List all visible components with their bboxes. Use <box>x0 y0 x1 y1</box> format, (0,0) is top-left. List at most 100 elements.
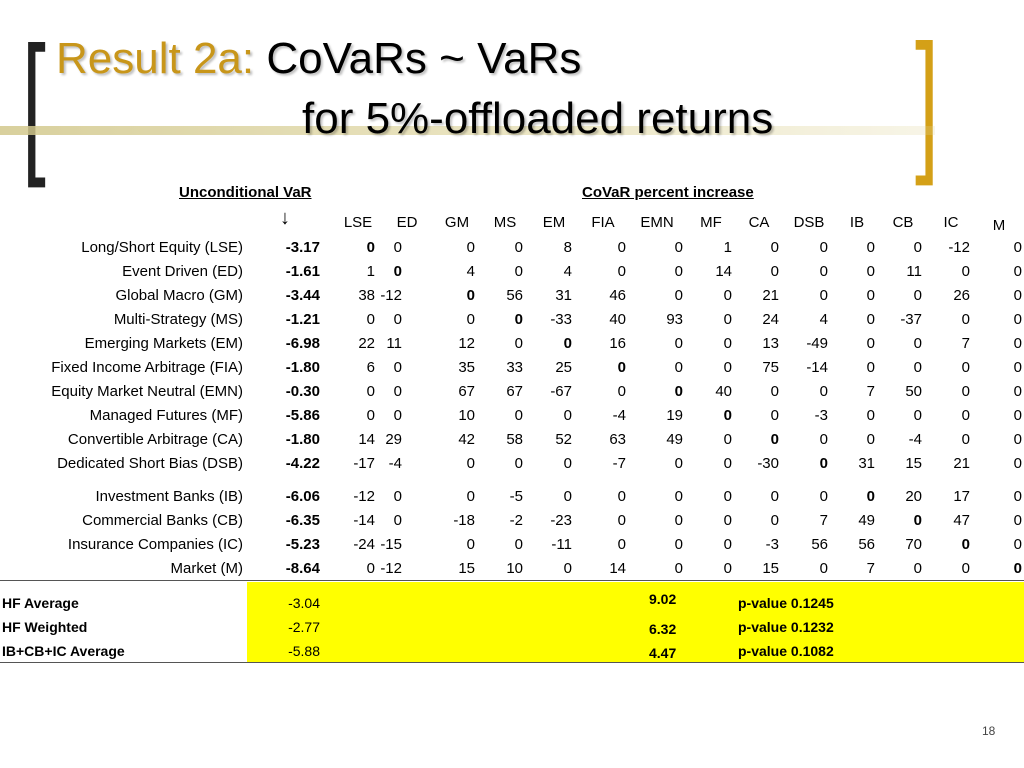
cell-fia: 46 <box>609 287 626 304</box>
average-p-value: p-value 0.1245 <box>738 595 834 611</box>
cell-m: 0 <box>1013 512 1022 529</box>
cell-em: 0 <box>563 335 572 352</box>
cell-ed: -12 <box>380 287 402 304</box>
cell-ic: 17 <box>953 488 970 505</box>
column-header-cb: CB <box>892 214 914 231</box>
slide-title-line1: Result 2a: CoVaRs ~ VaRs <box>56 34 581 84</box>
cell-lse: 0 <box>366 239 375 256</box>
average-percent-increase: 9.02 <box>649 591 677 607</box>
cell-emn: 0 <box>674 263 683 280</box>
left-bracket: [ <box>22 15 46 189</box>
cell-ca: 0 <box>770 239 779 256</box>
cell-mf: 0 <box>723 359 732 376</box>
cell-emn: 0 <box>674 383 683 400</box>
cell-emn: 0 <box>674 512 683 529</box>
unconditional-var-header: Unconditional VaR <box>179 184 312 201</box>
cell-gm: 0 <box>466 455 475 472</box>
average-row: IB+CB+IC Average -5.88 4.47 p-value 0.1082 <box>0 643 1024 665</box>
cell-emn: 0 <box>674 488 683 505</box>
cell-emn: 0 <box>674 560 683 577</box>
average-p-value: p-value 0.1232 <box>738 619 834 635</box>
cell-dsb: 0 <box>819 431 828 448</box>
cell-cb: 0 <box>913 335 922 352</box>
unconditional-var-value: -6.06 <box>285 488 320 505</box>
cell-mf: 0 <box>723 455 732 472</box>
table-row: Investment Banks (IB) -6.06 -12 0 0 -5 0 0 0 0 0 0 0… <box>0 488 1024 510</box>
average-percent-increase: 4.47 <box>649 645 677 661</box>
cell-cb: 70 <box>905 536 922 553</box>
cell-emn: 0 <box>674 335 683 352</box>
cell-dsb: 0 <box>819 263 828 280</box>
cell-ms: -5 <box>509 488 523 505</box>
cell-mf: 1 <box>723 239 732 256</box>
table-row: Commercial Banks (CB) -6.35 -14 0 -18 -2 -23 0 0… <box>0 512 1024 534</box>
row-label: Emerging Markets (EM) <box>84 335 243 352</box>
divider-bottom <box>0 662 1024 663</box>
cell-ca: 0 <box>770 512 779 529</box>
average-row: HF Weighted -2.77 6.32 p-value 0.1232 <box>0 619 1024 641</box>
cell-ms: 0 <box>514 311 523 328</box>
column-header-ed: ED <box>396 214 418 231</box>
cell-dsb: -49 <box>806 335 828 352</box>
table-row: Multi-Strategy (MS) -1.21 0 0 0 0 -33 40 93 0 24 4 0… <box>0 311 1024 333</box>
cell-emn: 93 <box>666 311 683 328</box>
average-var-value: -3.04 <box>288 595 320 611</box>
cell-ca: 24 <box>762 311 779 328</box>
unconditional-var-value: -6.35 <box>285 512 320 529</box>
cell-ed: 0 <box>393 239 402 256</box>
cell-lse: -17 <box>353 455 375 472</box>
row-label: Long/Short Equity (LSE) <box>81 239 243 256</box>
table-row: Market (M) -8.64 0 -12 15 10 0 14 0 0 15 0 7 0 0 0 <box>0 560 1024 582</box>
row-label: Market (M) <box>170 560 244 577</box>
cell-ic: 0 <box>961 431 970 448</box>
cell-ca: 15 <box>762 560 779 577</box>
title-underline-bar <box>0 126 935 135</box>
unconditional-var-value: -4.22 <box>285 455 320 472</box>
cell-cb: 20 <box>905 488 922 505</box>
table-row: Event Driven (ED) -1.61 1 0 4 0 4 0 0 14 0 0 0 11 0 0 <box>0 263 1024 285</box>
cell-fia: 40 <box>609 311 626 328</box>
cell-mf: 0 <box>723 431 732 448</box>
unconditional-var-value: -1.61 <box>285 263 320 280</box>
cell-em: 4 <box>563 263 572 280</box>
cell-ms: 0 <box>514 407 523 424</box>
down-arrow-icon: ↓ <box>280 207 290 229</box>
cell-cb: 0 <box>913 287 922 304</box>
cell-ed: 0 <box>393 383 402 400</box>
cell-lse: -14 <box>353 512 375 529</box>
cell-ed: 0 <box>393 512 402 529</box>
cell-ic: 7 <box>961 335 970 352</box>
right-bracket: ] <box>915 13 939 187</box>
column-header-fia: FIA <box>591 214 615 231</box>
cell-gm: 0 <box>466 488 475 505</box>
table-row: Fixed Income Arbitrage (FIA) -1.80 6 0 35 33 2… <box>0 359 1024 381</box>
cell-m: 0 <box>1013 287 1022 304</box>
cell-ed: 0 <box>393 311 402 328</box>
cell-cb: 0 <box>913 407 922 424</box>
column-header-mf: MF <box>700 214 722 231</box>
cell-m: 0 <box>1013 488 1022 505</box>
cell-emn: 0 <box>674 455 683 472</box>
cell-ca: 21 <box>762 287 779 304</box>
cell-ib: 0 <box>866 239 875 256</box>
cell-emn: 0 <box>674 287 683 304</box>
row-label: Global Macro (GM) <box>115 287 243 304</box>
average-var-value: -5.88 <box>288 643 320 659</box>
table-row: Managed Futures (MF) -5.86 0 0 10 0 0 -4 19 0 0 -3 0… <box>0 407 1024 429</box>
cell-ib: 56 <box>858 536 875 553</box>
cell-mf: 0 <box>723 335 732 352</box>
column-header-em: EM <box>542 214 566 231</box>
cell-em: 0 <box>563 560 572 577</box>
cell-cb: 0 <box>913 560 922 577</box>
cell-cb: -4 <box>908 431 922 448</box>
cell-lse: -12 <box>353 488 375 505</box>
row-label: Multi-Strategy (MS) <box>113 311 243 328</box>
cell-m: 0 <box>1013 536 1022 553</box>
cell-ca: -3 <box>765 536 779 553</box>
average-label: HF Average <box>2 595 79 611</box>
cell-mf: 0 <box>723 488 732 505</box>
cell-m: 0 <box>1013 431 1022 448</box>
table-row: Insurance Companies (IC) -5.23 -24 -15 0 0 -11… <box>0 536 1024 558</box>
cell-ed: 0 <box>393 263 402 280</box>
cell-ms: 0 <box>514 536 523 553</box>
